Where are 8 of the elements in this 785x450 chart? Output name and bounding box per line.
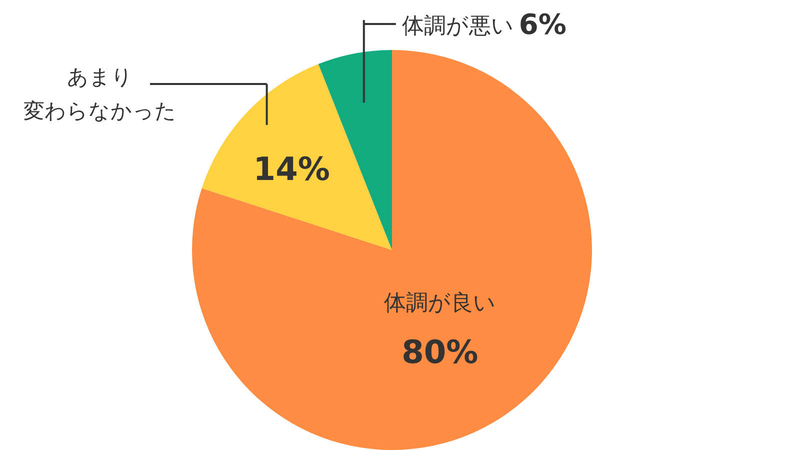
- slice-label: 体調が悪い: [402, 14, 514, 39]
- data-label: 80%: [402, 332, 478, 371]
- data-label: 14%: [253, 150, 330, 188]
- slice-label: あまり変わらなかった: [24, 65, 176, 123]
- data-label: 6%: [518, 8, 566, 41]
- pie-slice: [192, 50, 592, 450]
- pie-slice: [202, 64, 392, 250]
- slice-label: 体調が良い: [384, 290, 496, 316]
